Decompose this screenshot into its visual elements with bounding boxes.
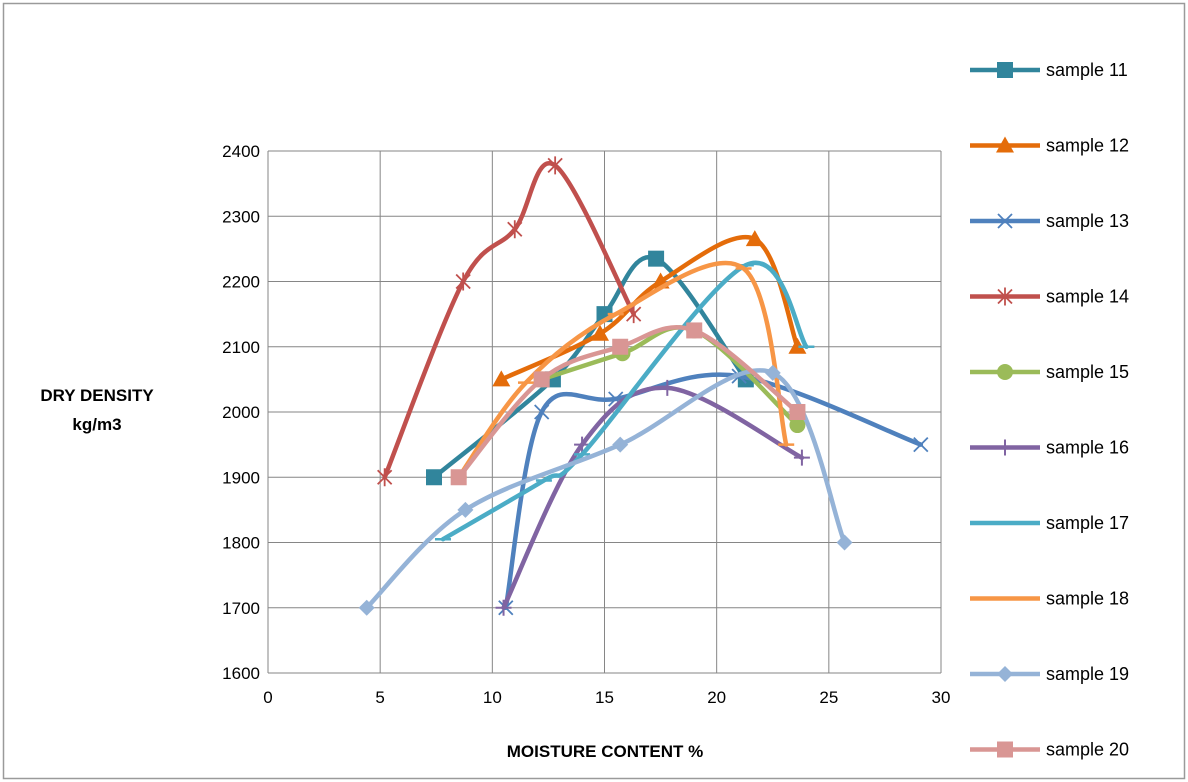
y-axis-title-line-1: DRY DENSITY (40, 386, 154, 405)
series-line (364, 368, 847, 611)
x-tick-label: 5 (375, 688, 384, 707)
data-point (789, 404, 806, 420)
legend-item: sample 13 (970, 211, 1129, 231)
data-point (492, 370, 511, 387)
series-sample-14 (377, 156, 642, 487)
data-point (507, 220, 523, 239)
y-tick-label: 2000 (222, 403, 260, 422)
data-point (457, 501, 474, 518)
y-tick-label: 2400 (222, 142, 260, 161)
series-sample-16 (495, 379, 810, 616)
data-point (533, 371, 550, 388)
legend-label: sample 14 (1046, 287, 1129, 307)
y-tick-label: 1900 (222, 468, 260, 487)
data-point (789, 417, 806, 434)
y-tick-label: 2100 (222, 338, 260, 357)
x-tick-label: 10 (483, 688, 502, 707)
legend-marker (997, 364, 1013, 380)
y-tick-label: 1700 (222, 599, 260, 618)
data-point (455, 272, 471, 291)
plot-grid (267, 150, 942, 674)
legend: sample 11 sample 12 sample 13 sample 14 samp… (970, 60, 1129, 760)
y-tick-label: 2300 (222, 207, 260, 226)
data-point (913, 436, 929, 453)
legend-label: sample 13 (1046, 211, 1129, 231)
y-tick-label: 1800 (222, 534, 260, 553)
x-axis-title: MOISTURE CONTENT % (507, 742, 703, 761)
legend-item: sample 12 (970, 136, 1129, 156)
data-point (426, 469, 443, 486)
legend-label: sample 12 (1046, 136, 1129, 156)
legend-marker (996, 136, 1014, 153)
legend-label: sample 11 (1046, 60, 1128, 80)
data-point (612, 338, 629, 355)
legend-marker (997, 62, 1013, 78)
tick-labels: 1600 1700 1800 1900 2000 2100 2200 2300 2400 0 5 10… (222, 142, 950, 707)
series-line (440, 260, 809, 542)
data-point (450, 469, 467, 486)
legend-label: sample 17 (1046, 513, 1129, 533)
x-tick-label: 15 (595, 688, 614, 707)
series-sample-19 (358, 364, 853, 616)
series-sample-20 (450, 322, 806, 486)
series-line (501, 385, 805, 611)
data-point (534, 404, 550, 420)
legend-item: sample 20 (970, 740, 1129, 760)
data-point (574, 436, 591, 453)
legend-marker (997, 741, 1013, 758)
legend-label: sample 19 (1046, 664, 1129, 684)
data-point (836, 534, 853, 551)
legend-marker (997, 213, 1013, 229)
legend-marker (997, 666, 1013, 682)
legend-label: sample 16 (1046, 438, 1129, 458)
data-point (547, 156, 563, 175)
data-point (648, 250, 665, 267)
legend-marker (997, 439, 1013, 456)
legend-marker (997, 287, 1013, 306)
data-point (788, 337, 807, 354)
legend-item: sample 14 (970, 287, 1129, 307)
data-point (745, 230, 764, 247)
legend-item: sample 17 (970, 513, 1129, 533)
data-point (358, 599, 375, 616)
data-point (793, 449, 810, 466)
plot-series (358, 156, 929, 616)
data-point (495, 599, 512, 616)
x-tick-label: 20 (707, 688, 726, 707)
data-point (686, 322, 703, 339)
legend-item: sample 15 (970, 362, 1129, 382)
legend-item: sample 16 (970, 438, 1129, 458)
data-point (591, 324, 610, 341)
y-tick-label: 2200 (222, 273, 260, 292)
data-point (764, 364, 781, 381)
x-tick-label: 0 (263, 688, 272, 707)
legend-label: sample 20 (1046, 740, 1129, 760)
y-axis-title-line-2: kg/m3 (72, 415, 121, 434)
data-point (612, 436, 629, 453)
legend-item: sample 18 (970, 589, 1129, 609)
legend-item: sample 19 (970, 664, 1129, 684)
data-point (377, 468, 393, 487)
data-point (659, 379, 676, 396)
legend-label: sample 18 (1046, 589, 1129, 609)
data-point (626, 305, 642, 324)
x-tick-label: 25 (819, 688, 838, 707)
x-tick-label: 30 (932, 688, 951, 707)
y-tick-label: 1600 (222, 664, 260, 683)
legend-label: sample 15 (1046, 362, 1129, 382)
series-line (456, 260, 789, 480)
legend-item: sample 11 (970, 60, 1128, 80)
